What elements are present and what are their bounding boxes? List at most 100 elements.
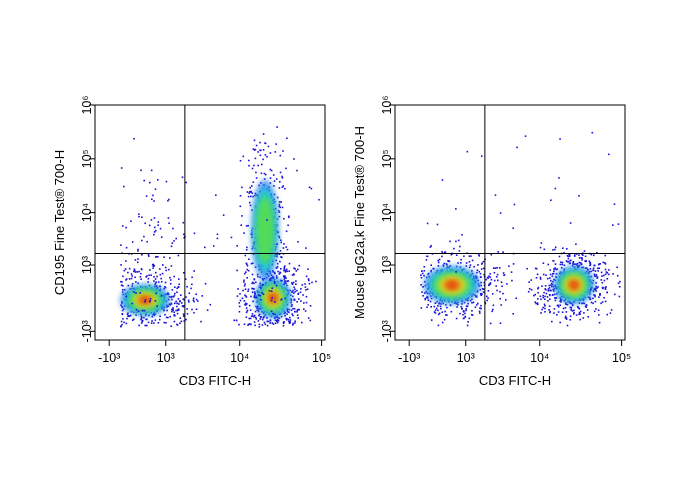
event-dot [286, 280, 288, 282]
event-dot [156, 255, 158, 258]
event-dot [597, 263, 600, 266]
event-dot [134, 276, 136, 279]
event-dot [169, 257, 171, 259]
event-dot [305, 295, 308, 298]
event-dot [153, 217, 156, 219]
event-dot [245, 304, 247, 306]
event-dot [478, 255, 480, 257]
event-dot [497, 279, 499, 282]
event-dot [556, 268, 558, 270]
event-dot [460, 258, 462, 261]
event-dot [603, 279, 606, 282]
event-dot [567, 255, 569, 258]
event-dot [530, 279, 532, 281]
event-dot [582, 317, 585, 319]
event-dot [283, 266, 286, 268]
event-dot [499, 322, 502, 324]
event-dot [569, 255, 571, 257]
event-dot [526, 267, 528, 270]
event-dot [200, 320, 202, 323]
x-axis-label: CD3 FITC-H [179, 373, 251, 388]
event-dot [294, 311, 296, 313]
event-dot [252, 148, 255, 150]
event-dot [157, 224, 159, 226]
event-dot [168, 198, 170, 201]
event-dot [120, 304, 122, 306]
event-dot [318, 198, 320, 201]
event-dot [544, 295, 546, 298]
event-dot [466, 150, 469, 153]
event-dot [242, 289, 244, 292]
event-dot [253, 139, 256, 142]
event-dot [489, 276, 492, 279]
event-dot [597, 286, 599, 288]
event-dot [552, 294, 554, 296]
event-dot [238, 323, 240, 326]
event-dot [294, 288, 296, 290]
event-dot [256, 307, 258, 309]
event-dot [433, 305, 436, 308]
event-dot [254, 324, 256, 327]
event-dot [492, 267, 495, 269]
event-dot [120, 244, 122, 246]
event-dot [479, 276, 482, 278]
event-dot [559, 263, 562, 266]
event-dot [470, 255, 472, 257]
event-dot [191, 283, 193, 286]
event-dot [528, 281, 530, 283]
event-dot [146, 318, 148, 321]
event-dot [286, 309, 288, 312]
event-dot [618, 286, 621, 288]
event-dot [138, 213, 140, 215]
event-dot [154, 188, 157, 190]
event-dot [174, 315, 176, 317]
event-dot [173, 275, 175, 278]
event-dot [154, 319, 157, 321]
event-dot [500, 304, 502, 306]
event-dot [440, 303, 442, 305]
event-dot [549, 311, 551, 314]
event-dot [554, 297, 556, 299]
event-dot [607, 153, 610, 156]
event-dot [182, 221, 185, 224]
event-dot [429, 246, 432, 248]
x-tick-label: 10⁴ [530, 351, 549, 365]
event-dot [134, 259, 137, 261]
event-dot [247, 195, 250, 198]
event-dot [588, 260, 591, 263]
event-dot [549, 298, 551, 300]
event-dot [569, 222, 572, 224]
event-dot [276, 126, 278, 128]
event-dot [176, 309, 179, 312]
event-dot [243, 300, 246, 302]
event-dot [438, 312, 441, 315]
event-dot [427, 297, 429, 299]
event-dot [508, 265, 510, 267]
event-dot [193, 270, 195, 272]
event-dot [262, 158, 264, 161]
event-dot [298, 264, 301, 267]
event-dot [185, 318, 187, 321]
event-dot [467, 321, 469, 323]
event-dot [155, 271, 157, 274]
event-dot [559, 321, 561, 324]
event-dot [560, 301, 562, 303]
event-dot [540, 312, 542, 314]
event-dot [283, 281, 286, 283]
event-dot [276, 255, 278, 258]
event-dot [129, 314, 132, 317]
event-dot [455, 254, 458, 256]
event-dot [567, 257, 570, 260]
event-dot [160, 295, 163, 297]
event-dot [548, 284, 550, 287]
event-dot [596, 287, 598, 289]
event-dot [121, 225, 124, 227]
event-dot [293, 158, 295, 160]
event-dot [144, 222, 146, 225]
event-dot [566, 254, 569, 257]
y-tick-label: -10³ [80, 320, 94, 342]
event-dot [292, 314, 294, 317]
event-dot [151, 198, 153, 201]
event-dot [254, 148, 257, 151]
event-dot [438, 301, 441, 304]
